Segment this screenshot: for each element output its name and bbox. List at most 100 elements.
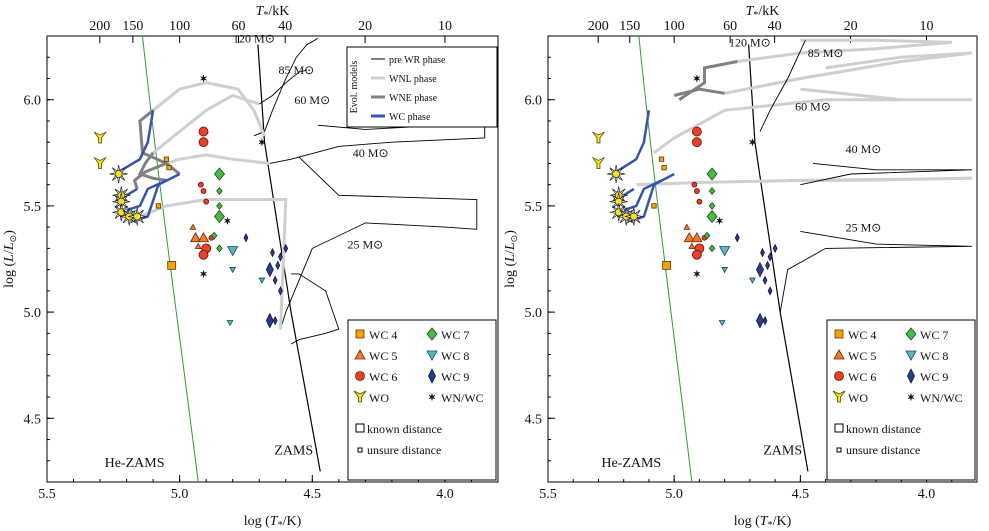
marker-wo [592,157,605,169]
star-wc6 [691,137,702,148]
phase-label: WNE phase [389,93,438,104]
legend-label: WC 7 [441,328,469,342]
star-legend: WC 4 WC 7 WC 5 WC 8 WC 6 WC 9 WO WN/WC known dis… [347,319,497,481]
marker-wc9 [756,312,764,329]
marker-wo [93,131,107,144]
star-wc7 [210,231,218,240]
star-wnwc [749,138,756,146]
star-wc6 [197,181,204,188]
star-wc9 [272,315,278,326]
star-wo [592,131,605,144]
marker-wo [592,131,605,144]
legend-marker-wc9 [428,368,436,384]
marker-wc8 [718,320,726,327]
star-wnwc [693,74,701,83]
zams-label: ZAMS [763,443,802,458]
legend-label: WC 7 [920,328,948,342]
star-wnwc [224,217,231,225]
star-wnwc [200,270,207,278]
marker-wo-sun-core [612,170,620,178]
marker-wnwc [200,74,207,83]
star-wc9 [265,312,274,329]
legend-marker-wnwc [428,393,436,401]
marker-wc5 [197,231,210,243]
he-zams-line [142,35,199,483]
marker-wnwc [224,217,231,225]
x-tick-label: 4.0 [918,487,936,502]
star-wo [592,157,605,169]
marker-wo-sun-core [117,208,126,217]
marker-wc6 [203,198,210,205]
track-wnl [165,153,270,165]
track-pre-wr [759,40,806,132]
legend-label: WO [369,391,389,405]
star-wc7 [706,167,718,181]
unsure-distance-label: unsure distance [846,443,920,457]
star-wc5 [197,231,210,243]
star-wc9 [283,243,289,254]
marker-wc6 [198,249,209,260]
marker-wc5 [688,242,696,249]
plot-frame [46,35,499,483]
he-zams-label: He-ZAMS [105,456,165,471]
mass-label: 60 M⊙ [294,93,330,107]
star-wc9 [772,243,778,254]
track-pre-wr-25 [290,273,340,345]
marker-wc9 [272,315,278,326]
marker-wo-sun-core [114,170,123,178]
mass-label: 120 M⊙ [233,31,275,45]
marker-wc6 [696,198,703,205]
legend-marker-wc9 [907,368,915,384]
star-wo-sun [109,164,128,184]
star-wc7 [708,244,716,253]
x-tick-label: 5.5 [539,487,557,502]
marker-wc9 [278,252,283,262]
star-wc9 [734,233,740,243]
top-tick-label: 20 [358,19,372,34]
marker-wc9 [760,247,765,258]
star-wc9 [243,233,249,243]
marker-wc7 [706,209,718,224]
marker-wo [93,157,107,169]
top-tick-label: 200 [89,19,110,34]
y-tick-label: 5.5 [525,200,543,215]
star-wc8 [258,277,266,284]
track-pre-wr [800,162,973,186]
legend-marker-wnwc [907,393,915,401]
track-wne [673,87,725,97]
track-wnl [152,81,266,137]
marker-wc4 [651,203,657,209]
mass-label: 60 M⊙ [795,99,831,113]
marker-wnwc [749,138,756,146]
star-wc5 [691,231,703,243]
track-wnl [636,176,973,187]
marker-wc6 [691,126,702,137]
unsure-distance-icon [357,447,363,453]
marker-wc8 [258,277,266,284]
x-tick-label: 5.5 [38,487,56,502]
star-wc5 [683,231,695,243]
marker-wc6 [691,249,702,260]
y-tick-label: 6.0 [525,94,543,109]
star-wnwc [200,74,207,83]
star-wc4 [658,156,665,162]
marker-wc7 [216,201,223,210]
star-wc7 [216,244,223,253]
top-tick-label: 10 [438,19,452,34]
x-axis-label: log (T*/K) [244,514,302,531]
legend-label: WC 8 [920,349,948,363]
known-distance-icon [355,423,365,433]
star-wc7 [703,231,711,240]
legend-marker-wc7 [905,327,917,341]
marker-wc7 [213,209,225,224]
track-wnl [653,87,972,155]
top-tick-label: 10 [920,19,934,34]
phase-label: WNL phase [389,74,437,85]
unsure-distance-label: unsure distance [367,443,441,457]
top-tick-label: 20 [844,19,858,34]
track-wc [615,110,651,173]
star-wc6 [691,249,702,260]
star-wc4 [163,156,169,162]
known-distance-label: known distance [367,422,442,436]
marker-wnwc [693,74,701,83]
